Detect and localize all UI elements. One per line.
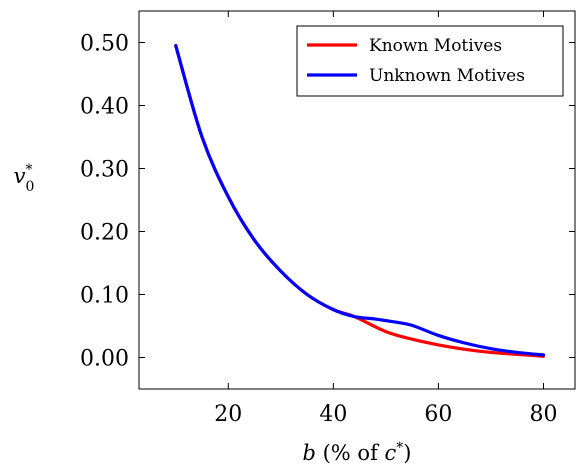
axis-ticks: 20 40 60 80 0.00 0.10 0.20 0.30 0.40 0.50 <box>80 11 575 427</box>
y-tick-label: 0.50 <box>80 32 129 57</box>
y-tick-label: 0.00 <box>80 347 129 372</box>
y-tick-label: 0.10 <box>80 284 129 309</box>
legend-box <box>296 25 564 97</box>
y-axis-label: v* 0 <box>14 162 35 195</box>
series-line-unknown-motives <box>174 44 546 357</box>
legend: Known Motives Unknown Motives <box>296 25 564 97</box>
y-tick-label: 0.40 <box>80 95 129 120</box>
plot-frame <box>138 10 576 390</box>
series-lines <box>174 44 546 358</box>
legend-entry-label: Known Motives <box>369 36 502 56</box>
x-axis-label: b (% of c*) <box>302 440 411 465</box>
legend-entry-label: Unknown Motives <box>369 66 525 86</box>
x-tick-label: 80 <box>529 402 557 427</box>
x-tick-label: 20 <box>214 402 242 427</box>
x-tick-label: 60 <box>424 402 452 427</box>
x-tick-label: 40 <box>319 402 347 427</box>
y-tick-label: 0.20 <box>80 221 129 246</box>
y-tick-label: 0.30 <box>80 158 129 183</box>
